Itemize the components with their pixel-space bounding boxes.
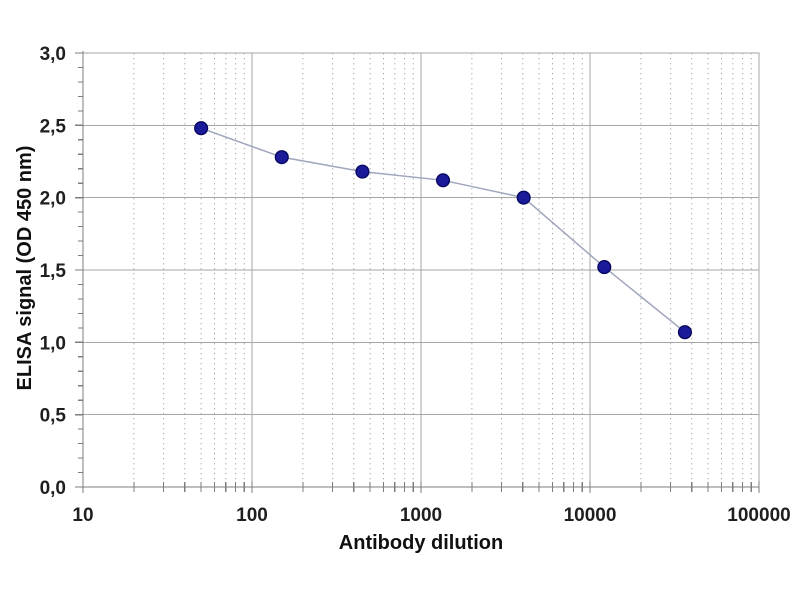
data-point xyxy=(677,325,692,340)
data-point xyxy=(355,164,370,179)
x-tick-label: 10 xyxy=(72,505,93,526)
data-point xyxy=(274,150,289,165)
y-tick-label: 2,0 xyxy=(40,189,66,210)
y-tick-label: 2,5 xyxy=(40,116,67,137)
x-tick-label: 10000 xyxy=(564,505,617,526)
x-tick-label: 100 xyxy=(236,505,268,526)
y-tick-label: 3,0 xyxy=(40,44,66,65)
data-point xyxy=(597,260,612,275)
y-axis-title: ELISA signal (OD 450 nm) xyxy=(14,146,36,391)
y-tick-label: 0,0 xyxy=(40,478,66,499)
data-point xyxy=(516,190,531,205)
x-tick-label: 100000 xyxy=(727,505,790,526)
data-point xyxy=(435,173,451,188)
y-tick-label: 1,0 xyxy=(40,333,66,354)
series-line xyxy=(200,127,686,333)
data-point xyxy=(194,121,209,136)
plot-area: 0,0 0,5 1,0 1,5 2,0 2,5 3,0 10 100 1000 10000 10000… xyxy=(40,44,791,526)
x-tick-label: 1000 xyxy=(400,505,442,526)
y-tick-label: 1,5 xyxy=(40,261,67,282)
y-tick-label: 0,5 xyxy=(40,406,67,427)
x-axis-title: Antibody dilution xyxy=(339,532,503,554)
